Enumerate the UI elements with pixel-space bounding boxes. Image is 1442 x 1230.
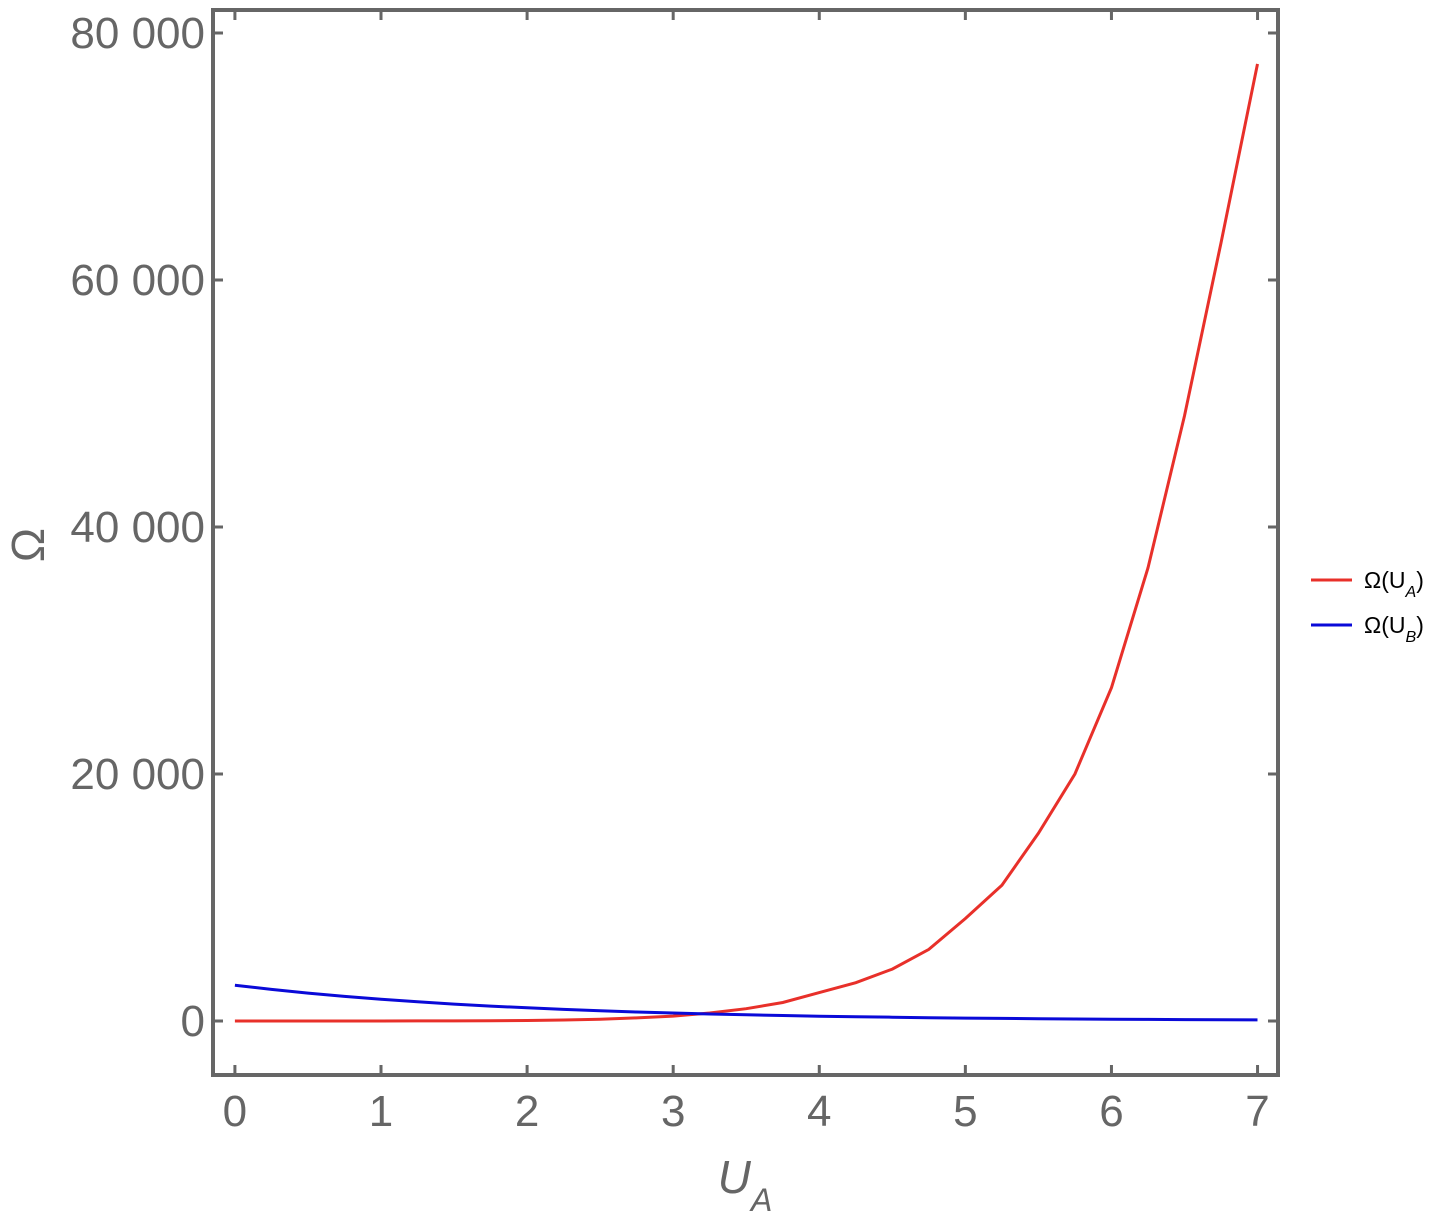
x-tick-label: 4 <box>807 1087 831 1136</box>
plot-frame <box>211 8 1280 1077</box>
y-tick-label: 60 000 <box>70 256 205 305</box>
legend-label: Ω(UB) <box>1364 612 1424 646</box>
x-tick-label: 6 <box>1099 1087 1123 1136</box>
y-tick-label: 80 000 <box>70 9 205 58</box>
x-axis-label: UA <box>718 1151 773 1218</box>
legend-label: Ω(UA) <box>1364 567 1424 601</box>
x-tick-label: 2 <box>515 1087 539 1136</box>
y-axis-label: Ω <box>2 528 54 562</box>
y-tick-label: 20 000 <box>70 750 205 799</box>
x-tick-label: 5 <box>953 1087 977 1136</box>
series-line <box>234 983 1258 1022</box>
x-tick-label: 0 <box>223 1087 247 1136</box>
y-tick-label: 0 <box>181 997 205 1046</box>
y-tick-label: 40 000 <box>70 503 205 552</box>
series-line <box>234 63 1259 1023</box>
x-tick-label: 3 <box>661 1087 685 1136</box>
x-tick-label: 7 <box>1245 1087 1269 1136</box>
x-tick-label: 1 <box>369 1087 393 1136</box>
